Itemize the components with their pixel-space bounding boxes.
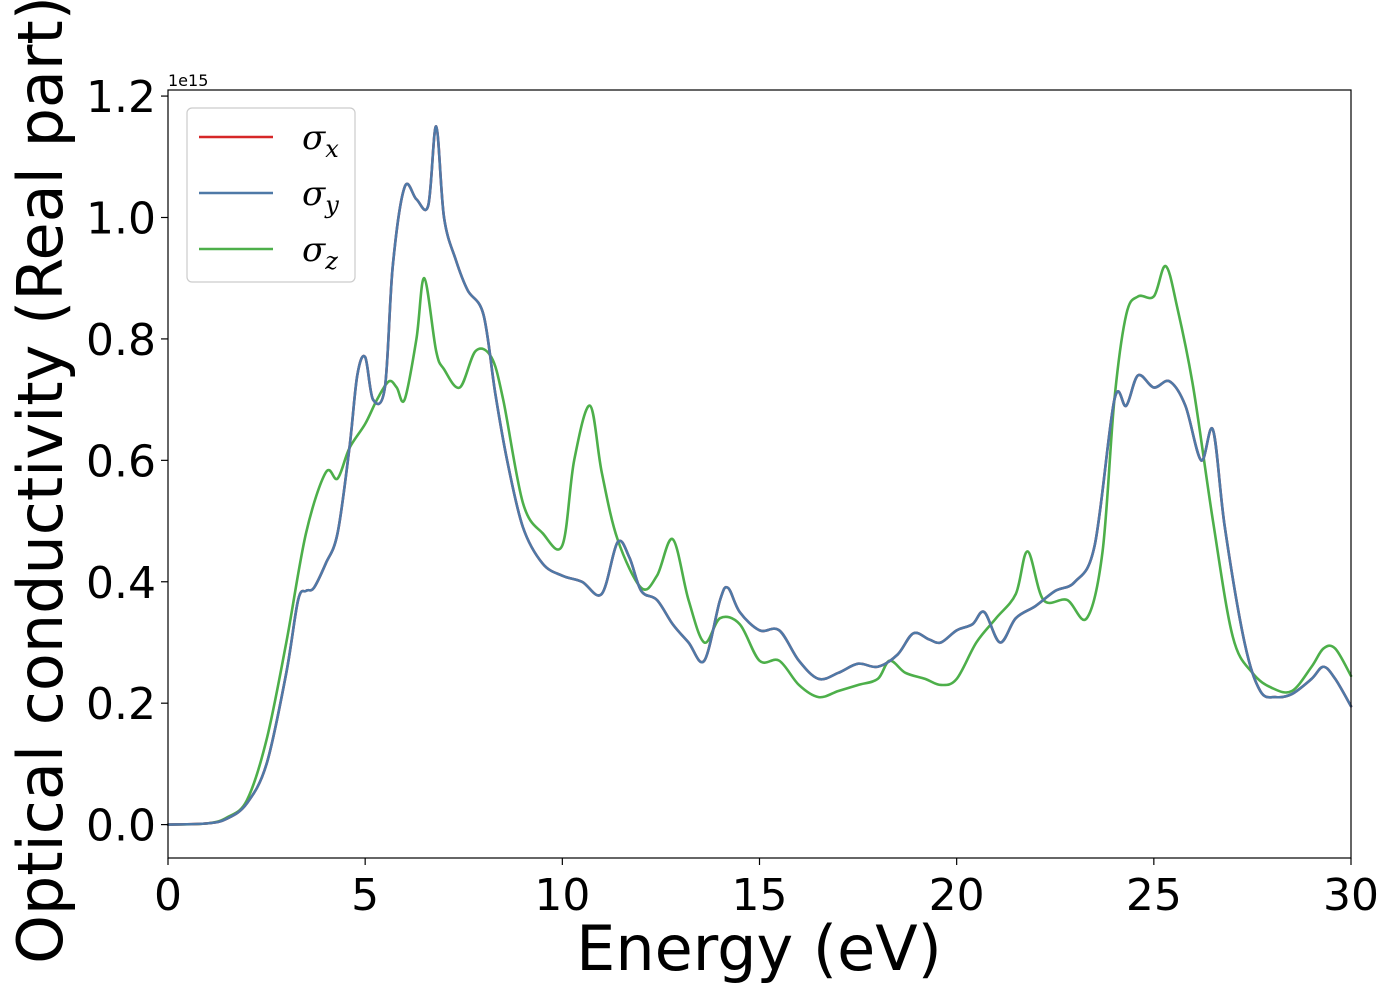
legend-label-y: σy xyxy=(302,174,339,219)
series-layer xyxy=(166,125,1353,826)
y-tick-label: 0.2 xyxy=(86,679,156,730)
y-tick-label: 0.8 xyxy=(86,315,156,366)
x-tick-label: 10 xyxy=(534,870,590,921)
x-tick-label: 20 xyxy=(929,870,985,921)
x-axis: 0 5 10 15 20 25 30 xyxy=(154,858,1379,921)
y-axis-title: Optical conductivity (Real part) xyxy=(4,0,77,964)
legend-label-x: σx xyxy=(302,118,339,163)
x-tick-label: 0 xyxy=(154,870,182,921)
y-axis: 0.0 0.2 0.4 0.6 0.8 1.0 1.2 xyxy=(86,72,168,852)
x-tick-label: 5 xyxy=(351,870,379,921)
y-tick-label: 1.2 xyxy=(86,72,156,123)
y-tick-label: 0.0 xyxy=(86,801,156,852)
x-tick-label: 30 xyxy=(1323,870,1379,921)
legend-label-z: σz xyxy=(302,230,338,275)
y-tick-label: 1.0 xyxy=(86,193,156,244)
legend-box xyxy=(186,107,356,283)
x-tick-label: 25 xyxy=(1126,870,1182,921)
series-line-z xyxy=(166,264,1353,826)
series-line-y xyxy=(166,125,1353,826)
legend: σx σy σz xyxy=(186,107,356,283)
y-offset-label: 1e15 xyxy=(168,71,208,90)
y-tick-label: 0.6 xyxy=(86,436,156,487)
y-tick-label: 0.4 xyxy=(86,558,156,609)
x-axis-title: Energy (eV) xyxy=(576,912,942,985)
x-tick-label: 15 xyxy=(732,870,788,921)
